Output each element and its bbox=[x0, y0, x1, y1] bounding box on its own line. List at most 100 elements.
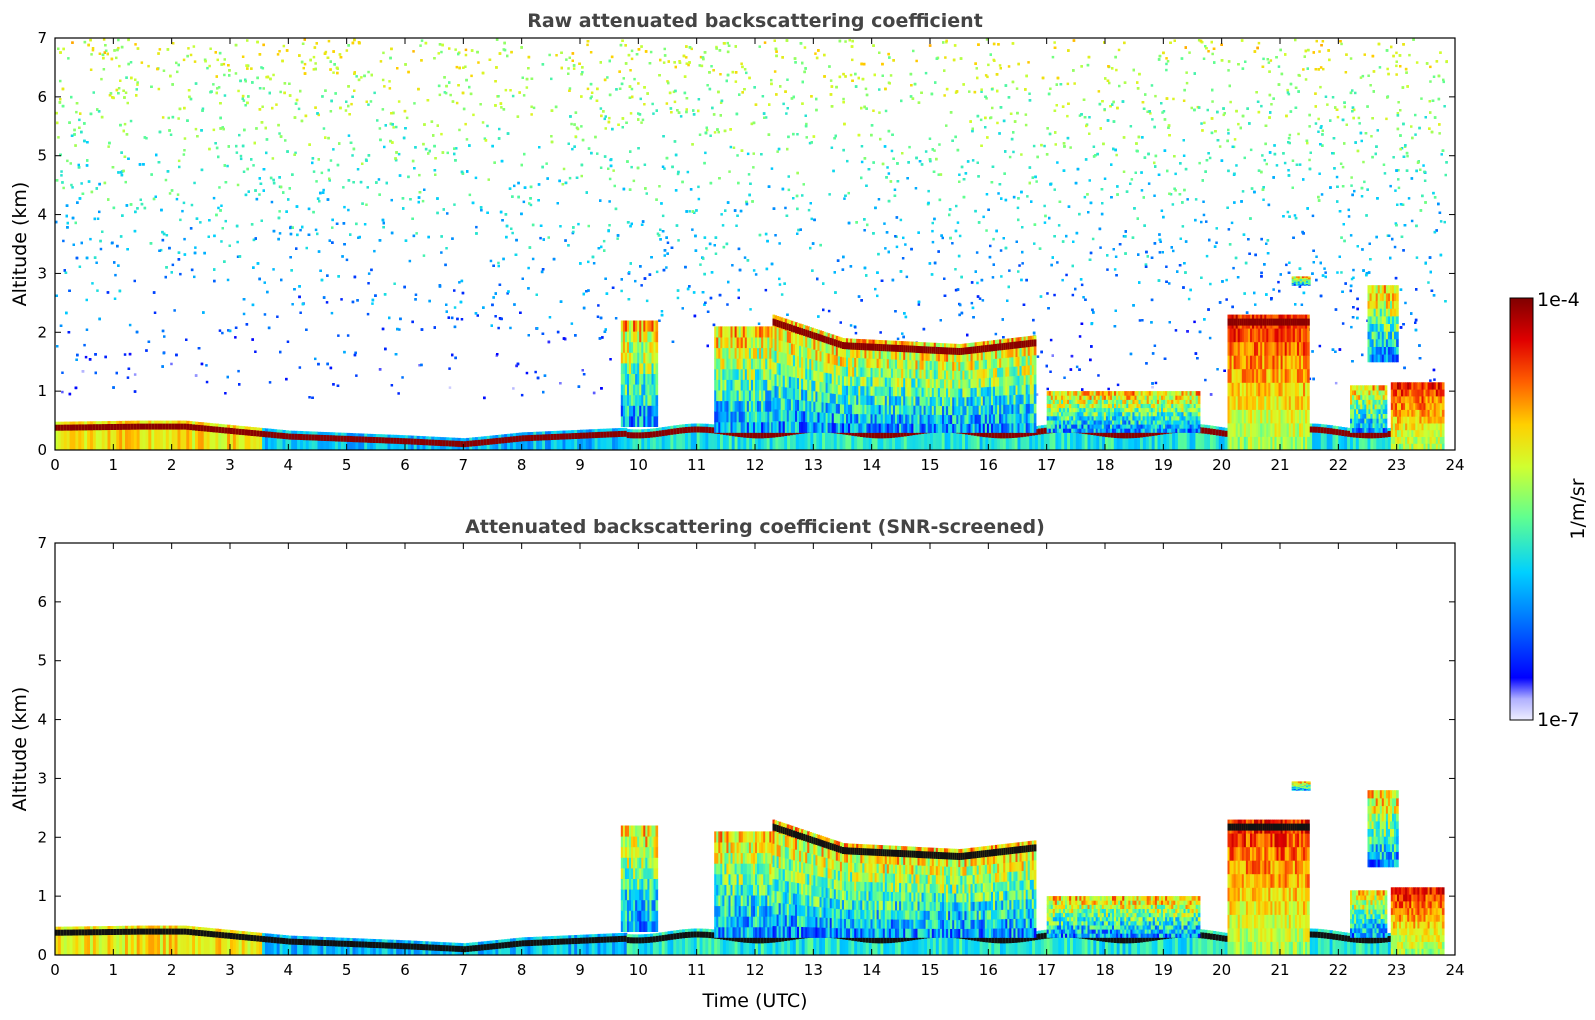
noise-speckle bbox=[159, 248, 163, 252]
noise-speckle bbox=[70, 95, 73, 99]
noise-speckle bbox=[1008, 269, 1011, 272]
noise-speckle bbox=[692, 291, 696, 294]
noise-speckle bbox=[987, 208, 990, 211]
noise-speckle bbox=[194, 246, 197, 249]
noise-speckle bbox=[1347, 215, 1351, 218]
noise-speckle bbox=[804, 114, 807, 117]
noise-speckle bbox=[808, 141, 812, 145]
noise-speckle bbox=[849, 265, 853, 268]
noise-speckle bbox=[1444, 173, 1447, 177]
noise-speckle bbox=[1288, 141, 1291, 145]
noise-speckle bbox=[706, 310, 710, 313]
noise-speckle bbox=[966, 160, 970, 163]
noise-speckle bbox=[1389, 256, 1392, 260]
noise-speckle bbox=[97, 110, 101, 113]
noise-speckle bbox=[708, 87, 712, 91]
noise-speckle bbox=[426, 99, 430, 102]
noise-speckle bbox=[1045, 153, 1049, 156]
noise-speckle bbox=[866, 223, 869, 227]
noise-speckle bbox=[651, 102, 654, 106]
noise-speckle bbox=[1427, 281, 1430, 284]
noise-speckle bbox=[356, 168, 360, 171]
noise-speckle bbox=[235, 151, 239, 154]
noise-speckle bbox=[1226, 206, 1229, 209]
noise-speckle bbox=[989, 244, 992, 248]
noise-speckle bbox=[1334, 381, 1338, 385]
noise-speckle bbox=[325, 301, 329, 304]
noise-speckle bbox=[934, 261, 937, 265]
noise-speckle bbox=[171, 42, 175, 45]
noise-speckle bbox=[1193, 72, 1196, 75]
noise-speckle bbox=[369, 100, 373, 103]
noise-speckle bbox=[349, 141, 353, 144]
noise-speckle bbox=[1317, 130, 1320, 133]
noise-speckle bbox=[205, 364, 208, 367]
noise-speckle bbox=[1372, 70, 1376, 73]
noise-speckle bbox=[497, 326, 500, 330]
noise-speckle bbox=[344, 109, 348, 112]
noise-speckle bbox=[580, 95, 583, 98]
noise-speckle bbox=[217, 155, 220, 159]
noise-speckle bbox=[448, 386, 452, 389]
noise-speckle bbox=[901, 332, 904, 335]
noise-speckle bbox=[1222, 113, 1225, 117]
noise-speckle bbox=[822, 308, 825, 312]
noise-speckle bbox=[404, 127, 407, 130]
noise-speckle bbox=[857, 295, 861, 298]
noise-speckle bbox=[662, 61, 666, 64]
noise-speckle bbox=[221, 126, 224, 129]
noise-speckle bbox=[272, 181, 276, 185]
noise-speckle bbox=[1183, 88, 1186, 92]
noise-speckle bbox=[209, 47, 212, 50]
noise-speckle bbox=[1387, 234, 1391, 237]
noise-speckle bbox=[322, 188, 325, 192]
noise-speckle bbox=[863, 229, 866, 232]
noise-speckle bbox=[736, 154, 739, 157]
noise-speckle bbox=[832, 169, 835, 173]
noise-speckle bbox=[401, 376, 404, 379]
noise-speckle bbox=[318, 200, 321, 203]
noise-speckle bbox=[1332, 137, 1336, 140]
noise-speckle bbox=[914, 187, 918, 190]
noise-speckle bbox=[1169, 193, 1173, 196]
noise-speckle bbox=[1208, 156, 1212, 160]
noise-speckle bbox=[1022, 303, 1026, 306]
noise-speckle bbox=[246, 67, 249, 70]
noise-speckle bbox=[458, 128, 461, 132]
noise-speckle bbox=[221, 331, 224, 335]
noise-speckle bbox=[535, 293, 538, 296]
noise-speckle bbox=[1282, 152, 1285, 155]
noise-speckle bbox=[917, 300, 921, 304]
noise-speckle bbox=[236, 240, 239, 244]
noise-speckle bbox=[1084, 298, 1087, 301]
noise-speckle bbox=[1025, 74, 1028, 78]
noise-speckle bbox=[390, 198, 393, 202]
noise-speckle bbox=[186, 119, 189, 122]
noise-speckle bbox=[697, 185, 700, 189]
noise-speckle bbox=[190, 203, 194, 207]
noise-speckle bbox=[1261, 154, 1264, 157]
noise-speckle bbox=[1354, 91, 1357, 95]
noise-speckle bbox=[117, 87, 121, 90]
noise-speckle bbox=[1328, 58, 1331, 62]
noise-speckle bbox=[884, 247, 887, 250]
noise-speckle bbox=[1071, 293, 1075, 297]
noise-speckle bbox=[878, 51, 881, 54]
noise-speckle bbox=[1440, 153, 1443, 156]
noise-speckle bbox=[495, 38, 499, 41]
noise-speckle bbox=[602, 239, 606, 243]
noise-speckle bbox=[754, 273, 758, 276]
noise-speckle bbox=[991, 165, 995, 168]
noise-speckle bbox=[402, 207, 405, 210]
noise-speckle bbox=[960, 165, 964, 169]
noise-speckle bbox=[971, 306, 975, 310]
noise-speckle bbox=[681, 180, 684, 184]
noise-speckle bbox=[1308, 113, 1311, 117]
noise-speckle bbox=[272, 229, 276, 233]
noise-speckle bbox=[604, 328, 607, 331]
noise-speckle bbox=[330, 311, 334, 315]
noise-speckle bbox=[1342, 223, 1345, 226]
noise-speckle bbox=[743, 68, 747, 71]
noise-speckle bbox=[834, 291, 837, 294]
noise-speckle bbox=[250, 67, 253, 70]
